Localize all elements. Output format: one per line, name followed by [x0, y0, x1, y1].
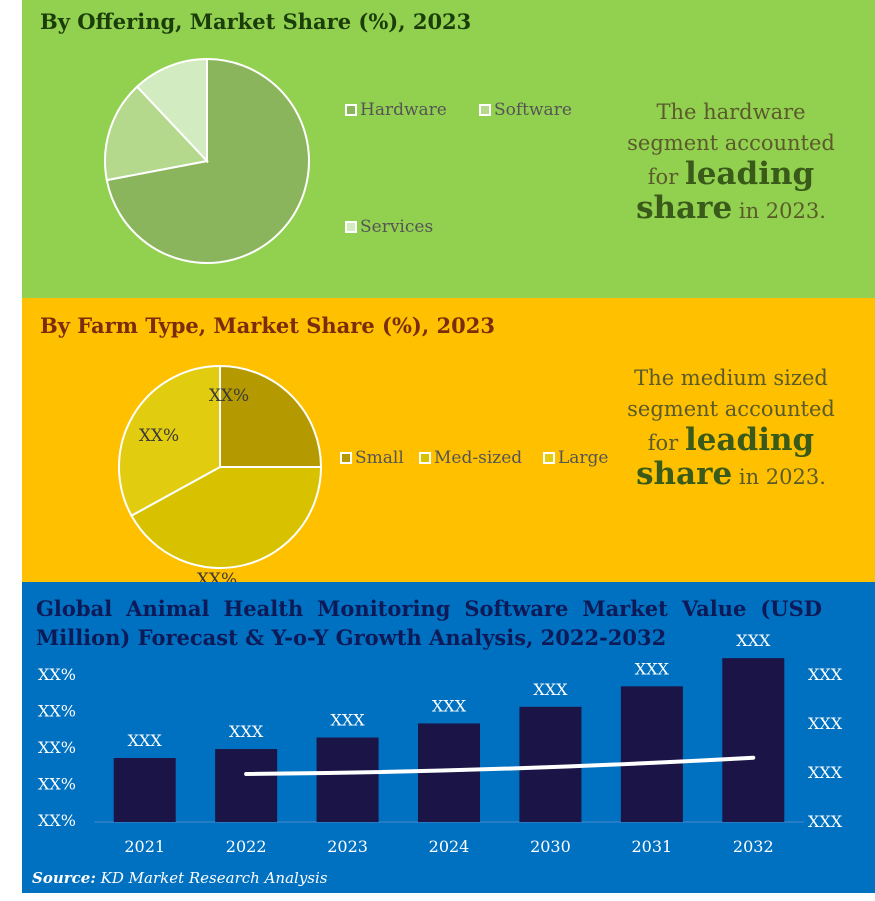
farm-legend-med-sized: Med-sized: [419, 448, 522, 468]
right-axis-tick: XXX: [808, 763, 843, 782]
offering-legend-software: Software: [479, 100, 572, 120]
growth-line: [244, 755, 756, 776]
right-axis-tick: XXX: [808, 714, 843, 733]
bar-data-label: XXX: [635, 659, 670, 678]
bar-data-label: XXX: [330, 711, 365, 730]
x-tick-label: 2030: [530, 837, 571, 856]
callout-text: for: [647, 165, 679, 189]
pie-slice-services: [135, 57, 208, 164]
legend-label-large: Large: [558, 448, 609, 468]
left-axis-tick: XX%: [38, 775, 76, 794]
legend-swatch-large: [543, 452, 555, 464]
callout-line-1: The medium sized: [634, 366, 828, 390]
farm-legend-small: Small: [340, 448, 404, 468]
offering-legend-hardware: Hardware: [345, 100, 447, 120]
legend-label-services: Services: [360, 217, 434, 237]
market-bar-chart: XXX 2021 XXX 2022 XXX 2023 XXX 2024 XXX 2030 XXX 20…: [38, 631, 843, 856]
farm-legend-large: Large: [543, 448, 609, 468]
farm-title: By Farm Type, Market Share (%), 2023: [40, 313, 495, 338]
bar-data-label: XXX: [229, 722, 264, 741]
legend-swatch-med-sized: [419, 452, 431, 464]
callout-line-2: segment accounted: [627, 397, 835, 421]
callout-emphasis: share: [636, 456, 733, 492]
bar-2021: [113, 758, 176, 822]
offering-legend-services: Services: [345, 217, 433, 237]
farm-pie-chart: XX%XX%XX%: [118, 364, 323, 590]
bar-2031: [620, 686, 683, 822]
callout-line-1: The hardware: [656, 100, 806, 124]
farm-callout: The medium sized segment accounted for l…: [612, 363, 850, 493]
legend-label-small: Small: [355, 448, 404, 468]
legend-label-hardware: Hardware: [360, 100, 447, 120]
x-tick-label: 2031: [631, 837, 672, 856]
pie-slice-large: [118, 364, 221, 518]
offering-pie-chart: [104, 57, 310, 264]
left-axis-tick: XX%: [38, 665, 76, 684]
pie-slice-small: [219, 364, 323, 468]
legend-swatch-services: [345, 221, 357, 233]
market-title: Global Animal Health Monitoring Software…: [36, 596, 822, 650]
callout-line-3: for leading: [612, 159, 850, 193]
offering-title: By Offering, Market Share (%), 2023: [40, 9, 472, 34]
source-label: Source:: [32, 869, 96, 887]
pie-slice-software: [104, 85, 209, 182]
callout-emphasis: leading: [684, 156, 815, 192]
pie-data-label: XX%: [139, 426, 179, 446]
bar-2022: [215, 749, 278, 822]
legend-label-software: Software: [494, 100, 572, 120]
callout-line-2: segment accounted: [627, 131, 835, 155]
left-axis-tick: XX%: [38, 702, 76, 721]
legend-swatch-software: [479, 104, 491, 116]
bar-2032: [722, 658, 785, 822]
left-axis-tick: XX%: [38, 811, 76, 830]
callout-line-3: for leading: [612, 425, 850, 459]
x-tick-label: 2022: [226, 837, 267, 856]
x-tick-label: 2021: [124, 837, 165, 856]
x-tick-label: 2024: [429, 837, 470, 856]
callout-line-4: share in 2023.: [612, 459, 850, 493]
legend-swatch-small: [340, 452, 352, 464]
callout-text: in 2023.: [738, 465, 826, 489]
right-axis-tick: XXX: [808, 665, 843, 684]
legend-label-med-sized: Med-sized: [434, 448, 523, 468]
left-axis-tick: XX%: [38, 738, 76, 757]
bar-data-label: XXX: [432, 696, 467, 715]
source-line: Source: KD Market Research Analysis: [32, 869, 327, 887]
x-tick-label: 2032: [733, 837, 774, 856]
pie-data-label: XX%: [209, 386, 249, 406]
pie-slice-med-sized: [130, 466, 323, 569]
bar-2023: [316, 737, 379, 822]
callout-emphasis: leading: [684, 422, 815, 458]
legend-swatch-hardware: [345, 104, 357, 116]
source-text: KD Market Research Analysis: [100, 869, 328, 887]
callout-text: for: [647, 431, 679, 455]
callout-text: in 2023.: [738, 199, 826, 223]
callout-line-4: share in 2023.: [612, 193, 850, 227]
offering-callout: The hardware segment accounted for leadi…: [612, 97, 850, 227]
bar-data-label: XXX: [128, 731, 163, 750]
right-axis-tick: XXX: [808, 812, 843, 831]
x-tick-label: 2023: [327, 837, 368, 856]
bar-data-label: XXX: [736, 631, 771, 650]
bar-data-label: XXX: [533, 680, 568, 699]
callout-emphasis: share: [636, 190, 733, 226]
